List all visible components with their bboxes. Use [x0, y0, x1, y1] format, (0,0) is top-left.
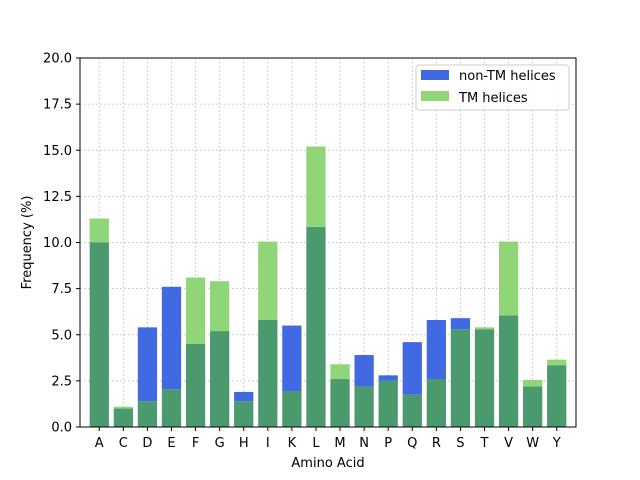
bar-tm-W [523, 379, 543, 387]
bar-non-tm-E [161, 286, 182, 390]
bar-overlap-K [282, 391, 302, 427]
legend-label-non-tm: non-TM helices [459, 69, 556, 84]
bar-overlap-P [378, 380, 398, 427]
x-axis-label: Amino Acid [291, 456, 364, 471]
bar-non-tm-K [282, 325, 302, 392]
y-tick-label: 12.5 [43, 190, 72, 205]
bar-tm-A [89, 218, 109, 243]
bar-non-tm-R [426, 319, 446, 380]
x-tick-label-Q: Q [407, 436, 417, 451]
x-tick-label-S: S [456, 436, 464, 451]
bar-tm-M [330, 364, 350, 380]
bar-tm-L [306, 146, 326, 227]
bar-non-tm-P [378, 375, 398, 381]
bar-overlap-T [474, 329, 495, 427]
x-tick-label-L: L [312, 436, 320, 451]
bar-non-tm-H [234, 391, 254, 402]
bar-overlap-N [354, 386, 374, 427]
x-tick-label-E: E [167, 436, 175, 451]
bar-overlap-C [113, 408, 133, 427]
bar-non-tm-D [137, 327, 158, 402]
x-tick-label-I: I [266, 436, 270, 451]
bar-overlap-V [498, 315, 519, 427]
bar-overlap-R [426, 379, 446, 427]
bar-tm-F [185, 277, 206, 344]
bar-non-tm-Q [402, 342, 422, 395]
y-tick-label: 20.0 [43, 52, 72, 67]
bar-overlap-H [234, 401, 254, 427]
bar-overlap-Q [402, 394, 422, 427]
x-tick-label-M: M [334, 436, 345, 451]
bar-overlap-S [450, 329, 471, 427]
legend: non-TM helices TM helices [415, 64, 570, 111]
bar-tm-Y [547, 359, 567, 366]
x-tick-label-P: P [384, 436, 392, 451]
x-tick-label-A: A [95, 436, 104, 451]
x-tick-label-R: R [432, 436, 441, 451]
legend-label-tm: TM helices [458, 91, 528, 106]
y-tick-label: 10.0 [43, 236, 72, 251]
bar-overlap-W [523, 386, 543, 427]
x-tick-label-F: F [192, 436, 199, 451]
x-tick-label-H: H [239, 436, 249, 451]
x-tick-label-T: T [480, 436, 489, 451]
bar-tm-T [474, 327, 495, 330]
y-tick-label: 17.5 [43, 98, 72, 113]
y-tick-label: 2.5 [51, 374, 72, 389]
bar-overlap-L [306, 226, 326, 427]
bar-tm-C [113, 406, 133, 409]
bar-overlap-F [185, 343, 206, 427]
x-tick-label-N: N [359, 436, 369, 451]
x-tick-label-C: C [119, 436, 128, 451]
bar-overlap-Y [547, 365, 567, 427]
legend-swatch-non-tm [421, 70, 449, 80]
legend-swatch-tm [421, 91, 449, 101]
x-tick-label-W: W [526, 436, 539, 451]
bar-tm-I [258, 241, 278, 320]
y-tick-label: 5.0 [51, 328, 72, 343]
bar-overlap-I [258, 319, 278, 427]
bars [89, 146, 567, 427]
x-tick-label-G: G [215, 436, 225, 451]
x-tick-label-K: K [288, 436, 297, 451]
bar-overlap-A [89, 242, 109, 427]
bar-tm-G [210, 281, 230, 332]
x-tick-label-Y: Y [552, 436, 561, 451]
bar-overlap-M [330, 379, 350, 427]
bar-non-tm-S [450, 318, 471, 330]
legend-box [415, 64, 570, 111]
bar-non-tm-N [354, 355, 374, 387]
y-tick-label: 15.0 [43, 144, 72, 159]
y-tick-label: 0.0 [51, 421, 72, 436]
y-axis-label: Frequency (%) [20, 196, 35, 290]
bar-overlap-E [161, 389, 182, 427]
bar-tm-V [498, 241, 519, 316]
x-tick-label-V: V [504, 436, 513, 451]
ticks: 0.0 2.5 5.0 7.5 10.0 12.5 15.0 17.5 20.0 A C D E F G H I… [43, 52, 561, 452]
y-tick-label: 7.5 [51, 282, 72, 297]
x-tick-label-D: D [142, 436, 152, 451]
bar-overlap-D [137, 401, 158, 427]
bar-overlap-G [210, 331, 230, 427]
